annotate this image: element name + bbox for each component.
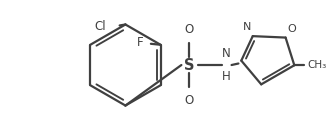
Text: N: N	[221, 47, 230, 60]
Text: O: O	[184, 94, 194, 107]
Text: N: N	[242, 22, 251, 32]
Text: S: S	[184, 58, 195, 73]
Text: F: F	[136, 36, 143, 49]
Text: O: O	[288, 24, 296, 34]
Text: Cl: Cl	[94, 20, 106, 33]
Text: H: H	[221, 70, 230, 83]
Text: O: O	[184, 23, 194, 36]
Text: CH₃: CH₃	[308, 60, 327, 70]
